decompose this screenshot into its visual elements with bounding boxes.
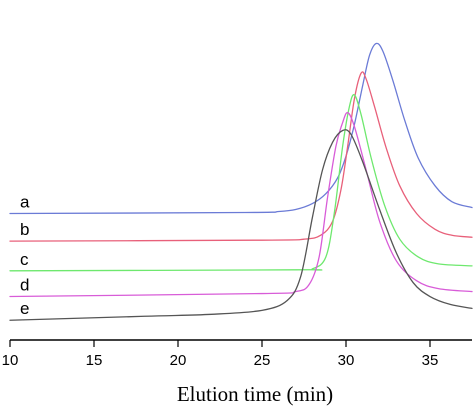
chart-traces: [9, 42, 473, 321]
series-line-a: [9, 42, 473, 215]
series-label-e: e: [20, 299, 29, 318]
x-tick-label: 35: [422, 352, 439, 369]
series-label-b: b: [20, 220, 29, 239]
series-line-d: [9, 112, 473, 298]
series-label-c: c: [20, 250, 29, 269]
x-tick-label: 15: [86, 352, 103, 369]
series-label-d: d: [20, 276, 29, 295]
x-tick-label: 10: [2, 352, 19, 369]
series-line-b: [9, 71, 473, 242]
series-line-c: [9, 94, 473, 272]
x-axis-title: Elution time (min): [177, 382, 333, 406]
x-axis-ticks: 10 15 20 25 30 35: [2, 340, 439, 369]
series-line-e: [9, 129, 473, 321]
x-tick-label: 30: [338, 352, 355, 369]
series-label-a: a: [20, 192, 30, 211]
x-tick-label: 20: [170, 352, 187, 369]
x-tick-label: 25: [254, 352, 271, 369]
